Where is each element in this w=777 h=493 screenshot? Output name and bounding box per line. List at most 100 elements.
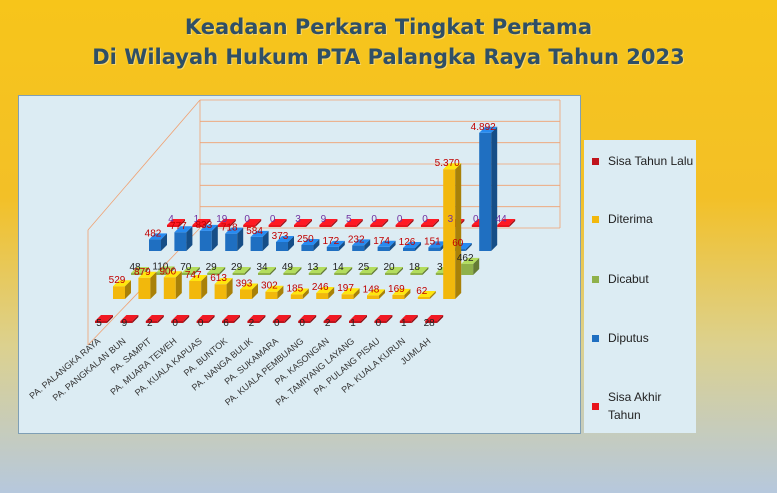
data-label: 0 [244,214,250,225]
bar [319,219,338,227]
legend: Sisa Tahun Lalu Diterima Dicabut Diputus Sis… [584,140,696,433]
data-label: 126 [399,237,416,248]
bar-side [310,315,317,323]
bar-front [374,321,387,323]
bar-top [399,315,418,321]
bar [294,219,312,227]
bar [399,315,418,323]
bar-top [349,315,367,321]
bar-front [131,273,143,275]
bar-front [359,273,372,275]
bar-front [410,273,423,275]
bar-front [367,295,379,299]
bar-front [214,284,227,299]
bar-top [374,315,393,321]
bar-top [207,267,226,273]
bar-side [284,315,291,323]
bar-side [295,267,302,275]
bar-side [229,219,236,227]
data-label: 0 [473,214,479,225]
data-label: 185 [286,284,303,295]
bar-front [370,225,383,227]
bar-side [415,241,421,251]
bar-top [370,219,389,225]
bar-front [425,321,438,323]
bar-top [196,315,215,321]
chart-title-line-1: Keadaan Perkara Tingkat Pertama [184,15,593,39]
data-label: 0 [422,214,428,225]
bar-side [280,219,287,227]
bar-side [455,163,462,299]
bar-front [349,321,361,323]
data-label: 4.892 [471,122,496,133]
data-label: 49 [282,262,294,273]
bar [385,267,403,275]
bar [308,267,327,275]
bar-top [334,267,353,273]
bar-front [250,236,263,251]
data-label: 777 [170,221,187,232]
bar-side [491,126,498,251]
bar-side [364,239,371,251]
legend-label: Sisa Akhir Tahun [608,390,662,422]
bar-side [509,219,516,227]
legend-item: Dicabut [592,270,649,288]
data-label: 18 [409,262,421,273]
bar-side [132,315,139,323]
bar [370,219,389,227]
data-label: 1 [401,318,407,329]
bar [352,239,371,251]
bar-front [497,225,510,227]
bar-front [298,321,311,323]
bar [240,283,258,299]
bar [138,271,157,299]
data-label: 0 [299,318,305,329]
data-label: 0 [172,318,178,329]
bar-top [95,315,113,321]
legend-swatch [592,157,599,165]
bar [149,233,167,251]
bar-side [397,267,403,275]
data-label: 29 [206,262,218,273]
bar-top [479,126,498,133]
bar [276,235,294,251]
data-label: 0 [270,214,276,225]
bar-top [290,288,309,295]
bar [367,289,385,299]
bar [120,315,139,323]
bar [214,278,233,299]
data-label: 482 [145,228,162,239]
data-label: 0 [274,318,280,329]
bar-side [125,280,131,299]
bar-front [149,239,161,251]
legend-swatch [592,402,599,410]
bar-front [344,225,357,227]
data-label: 1 [194,214,200,225]
bar-top [344,219,363,225]
bar-front [294,225,306,227]
bar [290,288,309,299]
bar-front [283,273,296,275]
bar-top [138,271,157,278]
bar-side [331,219,338,227]
data-label: 302 [261,281,278,292]
bar-top [359,267,378,273]
bar-side [338,240,345,251]
data-label: 13 [307,262,319,273]
bar [95,315,113,323]
bar-front [392,294,405,299]
bar-side [186,226,193,251]
bar-side [379,289,385,299]
bar-front [421,225,433,227]
data-label: 462 [457,253,474,264]
bar [425,315,444,323]
bar-side [237,227,244,251]
data-label: 29 [231,262,243,273]
bar-top [323,315,342,321]
bar-top [395,219,414,225]
bar [326,240,345,251]
bar-side [429,291,436,299]
legend-item: Sisa Tahun Lalu [592,152,693,170]
bar-top [352,239,371,246]
bar [283,267,302,275]
